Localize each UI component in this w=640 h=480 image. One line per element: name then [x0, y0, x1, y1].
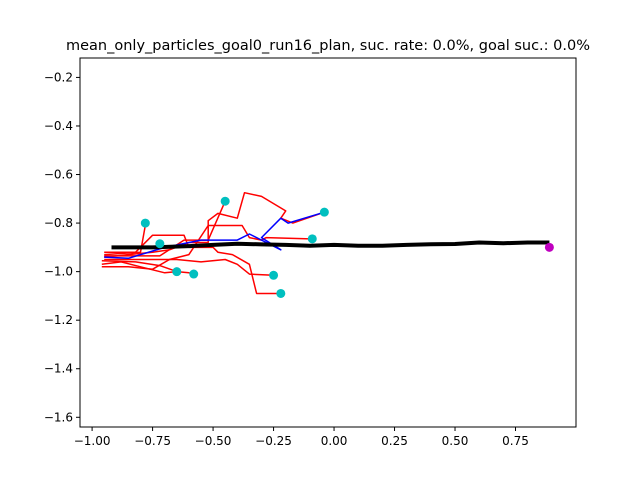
particle-trajectory-line — [101, 261, 177, 274]
mean-trajectory-line — [111, 240, 550, 250]
y-tick-label: −1.0 — [44, 265, 73, 279]
y-tick-label: −0.6 — [44, 168, 73, 182]
endpoint-marker — [155, 239, 165, 249]
endpoint-marker — [276, 288, 286, 298]
x-axis: −1.00 −0.75 −0.50 −0.25 0.00 0.25 0.50 0.75 — [74, 427, 529, 448]
endpoint-marker — [220, 196, 230, 206]
particle-trajectory-line — [104, 225, 147, 256]
x-tick-label: 0.50 — [442, 434, 469, 448]
endpoint-marker — [319, 207, 329, 217]
endpoint-marker — [140, 218, 150, 228]
x-tick-label: −0.25 — [255, 434, 292, 448]
particle-trajectory-line — [104, 234, 281, 295]
endpoint-marker — [307, 234, 317, 244]
best-trajectory-line — [104, 211, 325, 260]
mean-layer — [111, 240, 550, 250]
y-tick-label: −1.6 — [44, 410, 73, 424]
particle-trajectory-line — [104, 258, 274, 277]
x-tick-label: −0.50 — [195, 434, 232, 448]
y-tick-label: −0.8 — [44, 216, 73, 230]
x-tick-label: 0.25 — [381, 434, 408, 448]
x-tick-label: 0.00 — [321, 434, 348, 448]
y-tick-label: −1.4 — [44, 362, 73, 376]
y-tick-label: −0.2 — [44, 70, 73, 84]
endpoint-marker — [189, 269, 199, 279]
goal-marker — [544, 242, 554, 252]
x-tick-label: −0.75 — [134, 434, 171, 448]
x-tick-label: 0.75 — [502, 434, 529, 448]
marker-layer — [140, 196, 554, 298]
x-tick-label: −1.00 — [74, 434, 111, 448]
particle-trajectory-line — [104, 200, 226, 257]
plot-frame — [79, 57, 577, 428]
chart-title: mean_only_particles_goal0_run16_plan, su… — [66, 38, 590, 54]
y-tick-label: −0.4 — [44, 119, 73, 133]
y-axis: −0.2 −0.4 −0.6 −0.8 −1.0 −1.2 −1.4 −1.6 — [44, 70, 80, 424]
y-tick-label: −1.2 — [44, 313, 73, 327]
endpoint-marker — [172, 267, 182, 277]
endpoint-marker — [269, 270, 279, 280]
